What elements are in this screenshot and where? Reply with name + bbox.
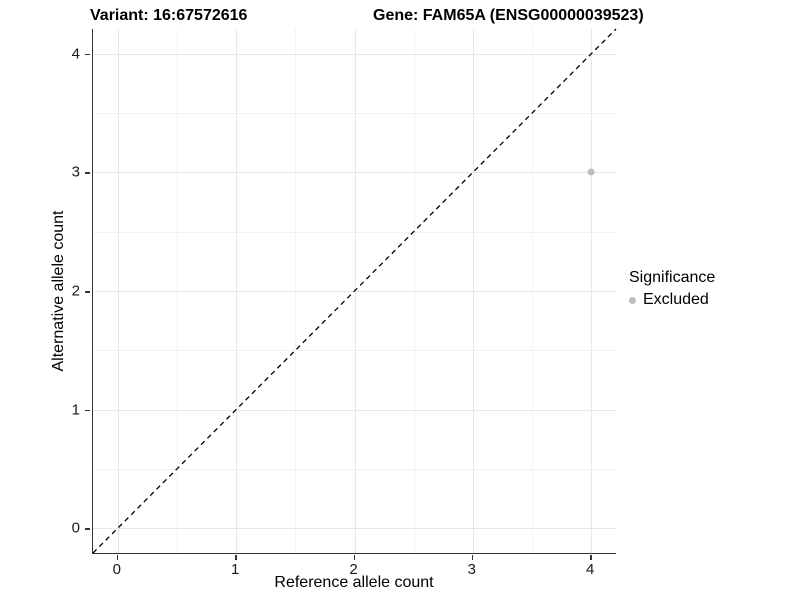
legend: Significance Excluded bbox=[629, 269, 715, 309]
identity-reference-line bbox=[92, 28, 617, 554]
legend-item-label: Excluded bbox=[643, 291, 709, 308]
x-tick-label: 4 bbox=[585, 561, 595, 578]
y-tick-label: 1 bbox=[71, 401, 80, 419]
gene-title: Gene: FAM65A (ENSG00000039523) bbox=[373, 7, 644, 24]
legend-title: Significance bbox=[629, 269, 716, 286]
y-tick-label: 4 bbox=[71, 45, 80, 63]
x-tick-label: 0 bbox=[112, 561, 122, 578]
legend-key-dot-icon bbox=[629, 296, 636, 304]
y-tick-mark bbox=[85, 528, 90, 530]
x-tick-mark bbox=[590, 555, 592, 560]
y-major-gridline bbox=[93, 528, 616, 530]
x-tick-label: 3 bbox=[467, 561, 476, 578]
x-tick-label: 2 bbox=[349, 561, 358, 578]
variant-title: Variant: 16:67572616 bbox=[90, 7, 248, 24]
y-tick-label: 0 bbox=[71, 519, 80, 537]
x-tick-mark bbox=[235, 555, 237, 560]
y-major-gridline bbox=[93, 172, 616, 174]
y-major-gridline bbox=[93, 409, 616, 411]
x-tick-label: 1 bbox=[231, 561, 240, 578]
y-tick-label: 3 bbox=[71, 163, 80, 181]
y-tick-mark bbox=[85, 409, 90, 412]
y-axis-title: Alternative allele count bbox=[50, 210, 67, 372]
x-tick-mark bbox=[353, 555, 356, 560]
y-tick-mark bbox=[85, 291, 90, 293]
y-tick-mark bbox=[85, 53, 90, 56]
data-point bbox=[587, 168, 595, 176]
x-tick-mark bbox=[116, 555, 119, 560]
legend-item-excluded: Excluded bbox=[629, 291, 715, 309]
y-tick-label: 2 bbox=[71, 282, 80, 300]
x-axis-title: Reference allele count bbox=[274, 574, 434, 591]
x-tick-mark bbox=[471, 555, 474, 560]
y-major-gridline bbox=[93, 53, 616, 55]
plot-panel bbox=[92, 28, 617, 554]
y-tick-mark bbox=[85, 172, 90, 175]
